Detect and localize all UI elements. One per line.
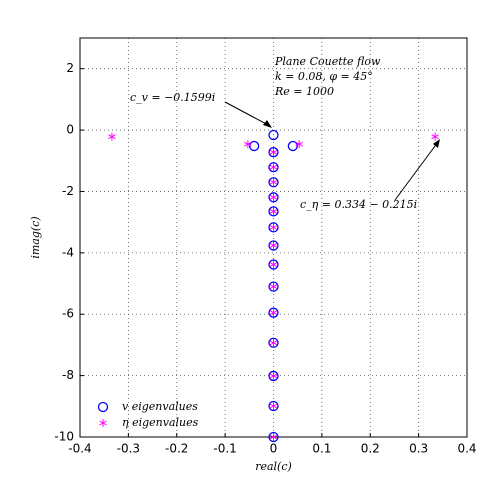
x-tick-label: -0.1: [213, 442, 236, 456]
point: [269, 178, 278, 187]
point: [268, 281, 279, 292]
point: [268, 177, 279, 188]
y-axis-label: imag(c): [29, 216, 42, 258]
point: [268, 307, 279, 318]
point: [269, 371, 278, 380]
annotation: k = 0.08, φ = 45°: [275, 70, 373, 83]
point: [269, 260, 278, 269]
x-tick-label: 0.3: [409, 442, 428, 456]
point: [268, 129, 279, 141]
arrow-head: [263, 120, 272, 128]
point: [269, 241, 278, 250]
point: [269, 338, 278, 347]
point: [244, 140, 252, 149]
point: [269, 308, 278, 317]
legend-marker: [97, 401, 109, 413]
legend-marker: [99, 419, 107, 427]
point: [269, 223, 278, 232]
x-tick-label: 0.2: [361, 442, 380, 456]
y-tick-label: 2: [66, 61, 74, 75]
annotation: c_v = −0.1599i: [130, 91, 215, 104]
point: [269, 402, 278, 411]
point: [268, 162, 279, 173]
point: [269, 282, 278, 291]
y-tick-label: -6: [62, 307, 74, 321]
point: [269, 207, 278, 216]
point: [431, 132, 439, 141]
x-tick-label: 0: [270, 442, 278, 456]
x-tick-label: 0.1: [312, 442, 331, 456]
point: [295, 140, 303, 149]
point: [108, 132, 116, 141]
point: [268, 337, 279, 348]
point: [268, 147, 279, 158]
point: [268, 259, 279, 270]
y-tick-label: -4: [62, 245, 74, 259]
point: [268, 240, 279, 251]
arrow: [224, 101, 271, 127]
x-axis-label: real(c): [255, 460, 292, 473]
y-tick-label: -2: [62, 184, 74, 198]
y-tick-label: 0: [66, 123, 74, 137]
annotation: Re = 1000: [274, 85, 334, 98]
legend-label: v eigenvalues: [122, 400, 198, 413]
x-tick-label: -0.4: [68, 442, 91, 456]
point: [268, 222, 279, 233]
annotation: Plane Couette flow: [274, 55, 381, 68]
x-tick-label: -0.2: [165, 442, 188, 456]
point: [268, 192, 279, 203]
point: [268, 400, 279, 412]
arrow: [394, 141, 439, 201]
point: [269, 433, 278, 441]
point: [269, 193, 278, 202]
point: [269, 148, 278, 157]
annotation: c_η = 0.334 − 0.215i: [300, 198, 417, 211]
x-tick-label: 0.4: [457, 442, 476, 456]
point: [268, 431, 279, 443]
point: [287, 140, 299, 152]
y-tick-label: -10: [54, 430, 74, 444]
point: [269, 163, 278, 172]
point: [268, 370, 279, 382]
arrow-head: [433, 139, 440, 148]
legend-label: η eigenvalues: [122, 416, 199, 429]
y-tick-label: -8: [62, 368, 74, 382]
point: [248, 140, 260, 152]
point: [268, 206, 279, 217]
x-tick-label: -0.3: [117, 442, 140, 456]
